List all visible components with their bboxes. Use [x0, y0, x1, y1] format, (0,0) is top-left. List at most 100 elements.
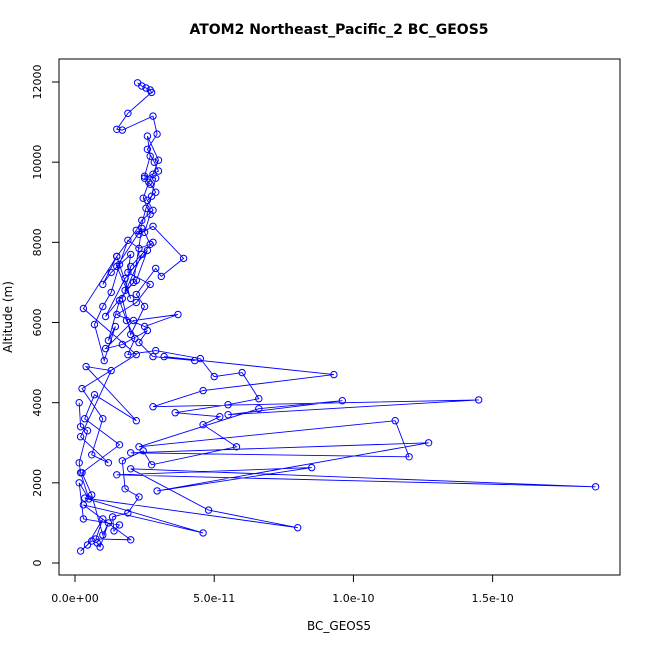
data-point — [149, 112, 157, 120]
data-point — [138, 250, 146, 259]
data-point — [145, 178, 153, 186]
x-tick-label: 1.5e-10 — [472, 592, 514, 605]
data-point — [107, 366, 115, 375]
data-point — [216, 413, 224, 421]
data-point — [76, 547, 85, 555]
data-point — [85, 495, 93, 503]
y-tick-label: 12000 — [31, 65, 44, 100]
data-point — [143, 132, 152, 140]
data-point — [140, 302, 149, 311]
y-tick-label: 6000 — [31, 309, 44, 337]
data-point — [338, 397, 346, 405]
data-point — [99, 302, 107, 311]
x-axis: 0.0e+00 5.0e-11 1.0e-10 1.5e-10 — [51, 574, 514, 605]
data-point — [79, 515, 88, 523]
data-point — [143, 246, 152, 255]
data-point — [107, 268, 115, 277]
data-point — [113, 310, 121, 319]
data-point — [308, 463, 316, 472]
data-point — [475, 396, 483, 404]
data-point — [132, 276, 141, 285]
data-point — [127, 449, 135, 457]
data-point — [153, 130, 161, 138]
data-point — [174, 310, 182, 319]
series-layer — [75, 79, 600, 555]
data-point — [147, 88, 156, 97]
data-point — [131, 334, 139, 343]
data-point — [127, 250, 135, 259]
data-point — [99, 415, 107, 423]
data-point — [124, 109, 132, 118]
data-point — [135, 493, 143, 501]
data-point — [122, 316, 131, 325]
data-point — [139, 447, 147, 455]
data-point — [90, 320, 99, 329]
data-point — [124, 236, 132, 245]
data-point — [152, 264, 160, 273]
data-point — [255, 395, 263, 403]
data-point — [143, 326, 152, 335]
data-point — [83, 427, 92, 435]
data-point — [104, 336, 113, 345]
data-point — [92, 535, 100, 543]
data-point — [90, 391, 99, 399]
data-point — [111, 322, 120, 331]
data-point — [110, 527, 118, 535]
data-point — [76, 433, 85, 441]
data-point — [75, 399, 83, 407]
data-point — [199, 421, 207, 429]
data-point — [149, 170, 157, 178]
data-point — [127, 330, 135, 339]
data-point — [255, 405, 263, 413]
x-tick-label: 0.0e+00 — [51, 592, 98, 605]
data-point — [146, 280, 154, 289]
data-point — [100, 356, 108, 365]
data-point — [115, 296, 124, 305]
data-point — [146, 240, 154, 249]
data-point — [88, 451, 96, 459]
data-point — [146, 180, 154, 188]
data-point — [115, 521, 124, 529]
data-point — [118, 457, 127, 465]
data-point — [132, 350, 141, 359]
data-point — [142, 204, 150, 213]
data-point — [139, 194, 147, 202]
y-tick-label: 0 — [31, 560, 44, 567]
data-point — [127, 262, 135, 271]
data-point — [108, 513, 117, 521]
data-point — [81, 494, 89, 502]
data-point — [113, 125, 121, 134]
data-point — [330, 370, 338, 379]
data-point — [143, 145, 152, 154]
data-point — [129, 316, 138, 325]
data-point — [99, 280, 107, 289]
data-point — [238, 368, 246, 377]
data-point — [127, 465, 135, 473]
data-point — [154, 156, 163, 164]
data-point — [121, 485, 129, 493]
data-point — [171, 409, 179, 417]
data-point — [196, 354, 205, 363]
data-point — [113, 471, 121, 479]
data-point — [135, 443, 143, 451]
plot-frame — [58, 58, 621, 576]
data-point — [146, 152, 154, 160]
data-point — [135, 338, 143, 347]
data-point — [153, 487, 161, 495]
data-point — [224, 411, 232, 419]
data-point — [99, 515, 107, 523]
data-point — [143, 196, 152, 205]
data-point — [424, 439, 433, 447]
data-point — [115, 260, 124, 269]
data-point — [113, 252, 121, 261]
data-point — [160, 352, 168, 361]
y-tick-label: 4000 — [31, 389, 44, 417]
data-point — [121, 286, 129, 295]
data-point — [391, 417, 399, 425]
data-point — [224, 401, 232, 409]
data-point — [76, 469, 85, 477]
data-point — [199, 386, 207, 395]
x-axis-label: BC_GEOS5 — [307, 619, 371, 633]
data-point — [104, 459, 113, 467]
